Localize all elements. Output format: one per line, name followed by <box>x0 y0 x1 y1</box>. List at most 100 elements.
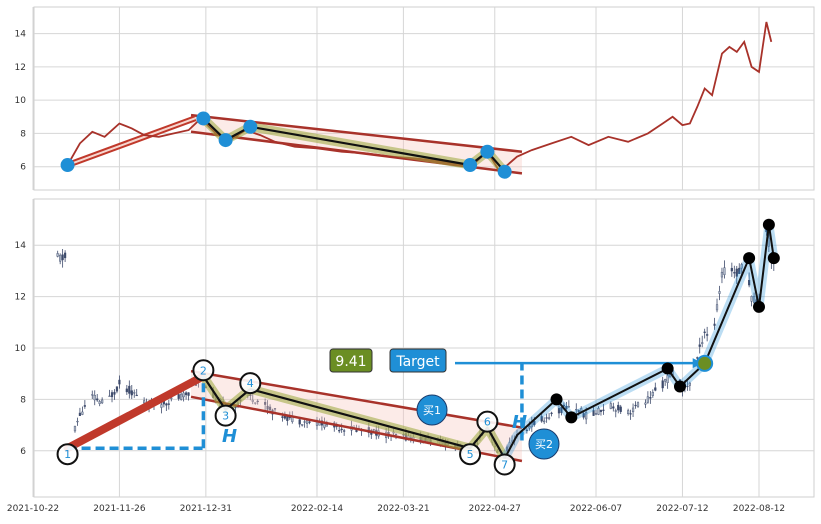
candlestick <box>644 399 647 409</box>
x-tick-label: 2022-03-21 <box>377 504 429 514</box>
candle-body <box>143 400 146 404</box>
candle-body <box>740 264 743 269</box>
y-tick-label: 14 <box>15 241 27 251</box>
candle-body <box>135 394 138 397</box>
overview-pattern-point <box>497 164 512 179</box>
candlestick <box>560 406 563 416</box>
candlestick <box>59 253 62 265</box>
candlestick <box>634 401 637 409</box>
candle-body <box>550 412 553 415</box>
candlestick <box>264 398 267 411</box>
trend-point <box>767 252 780 265</box>
candle-body <box>738 267 741 274</box>
candlestick <box>167 399 170 410</box>
candlestick <box>96 394 99 402</box>
candlestick <box>738 263 741 275</box>
candlestick <box>130 385 133 400</box>
candle-body <box>750 296 753 302</box>
candlestick <box>81 406 84 416</box>
candlestick <box>557 403 561 419</box>
candlestick <box>254 402 257 405</box>
candlestick <box>301 424 304 427</box>
candle-body <box>506 446 509 452</box>
candlestick <box>651 389 654 398</box>
candle-body <box>752 296 756 303</box>
candle-body <box>661 380 664 389</box>
candlestick <box>93 390 96 406</box>
candle-body <box>340 428 343 431</box>
candle-body <box>101 399 104 404</box>
y-tick-label: 8 <box>20 129 26 139</box>
candle-body <box>187 392 190 396</box>
candle-body <box>118 379 121 385</box>
candle-body <box>609 403 612 409</box>
candle-body <box>133 392 136 394</box>
candle-body <box>644 402 647 405</box>
candle-body <box>108 395 111 397</box>
candle-body <box>666 375 669 383</box>
buy-2-marker <box>528 428 560 460</box>
buy-1-marker <box>416 394 448 426</box>
candlestick <box>730 262 733 277</box>
candlestick <box>567 400 570 408</box>
candlestick <box>631 403 635 418</box>
pattern-point-2: 2 <box>192 359 215 382</box>
candlestick <box>661 376 664 392</box>
candle-body <box>562 404 566 407</box>
candle-body <box>575 408 578 411</box>
candle-body <box>577 410 580 412</box>
candle-body <box>182 392 185 398</box>
candle-body <box>599 409 603 412</box>
candlestick <box>115 386 119 394</box>
pattern-point-4: 4 <box>239 372 262 395</box>
target-value-label: 9.41 <box>335 354 366 370</box>
trend-point <box>743 252 756 265</box>
overview-pattern-point <box>463 158 478 173</box>
candle-body <box>308 421 311 423</box>
candle-body <box>565 406 568 410</box>
y-tick-label: 6 <box>20 163 26 173</box>
candle-body <box>81 411 84 415</box>
candlestick <box>550 411 553 417</box>
x-tick-label: 2021-10-22 <box>7 504 59 514</box>
candle-body <box>273 408 277 410</box>
candle-body <box>115 386 119 392</box>
candlestick <box>61 248 64 268</box>
candle-body <box>301 424 304 426</box>
candlestick <box>118 375 121 389</box>
x-tick-label: 2022-08-12 <box>733 504 785 514</box>
y-tick-label: 12 <box>15 293 26 303</box>
overview-y-ticks: 6 8 10 12 14 <box>15 30 27 173</box>
candle-body <box>508 442 511 448</box>
candlestick <box>599 409 603 416</box>
candlestick <box>654 382 657 392</box>
pattern-point-6: 6 <box>476 410 499 433</box>
candle-body <box>545 417 548 419</box>
candle-body <box>256 400 259 403</box>
candlestick <box>629 409 632 420</box>
candle-body <box>264 402 267 405</box>
candle-body <box>266 405 269 410</box>
candle-body <box>718 291 721 294</box>
x-tick-label: 2022-07-12 <box>656 504 708 514</box>
x-tick-label: 2022-02-14 <box>291 504 344 514</box>
overview-grid <box>32 7 814 190</box>
candlestick <box>602 404 605 415</box>
candlestick <box>135 389 138 397</box>
candlestick <box>113 389 116 400</box>
candle-body <box>649 396 652 399</box>
candlestick <box>98 400 101 407</box>
candle-body <box>91 394 94 396</box>
candle-body <box>98 401 101 404</box>
candle-body <box>688 382 691 386</box>
candle-body <box>125 388 128 393</box>
candle-body <box>612 406 615 409</box>
x-tick-label: 2021-12-31 <box>180 504 232 514</box>
candlestick <box>108 389 111 397</box>
candle-body <box>686 385 689 388</box>
candle-body <box>669 374 672 378</box>
candle-body <box>254 402 257 404</box>
candlestick <box>735 265 738 284</box>
trend-point <box>550 393 563 406</box>
candle-body <box>76 420 79 423</box>
